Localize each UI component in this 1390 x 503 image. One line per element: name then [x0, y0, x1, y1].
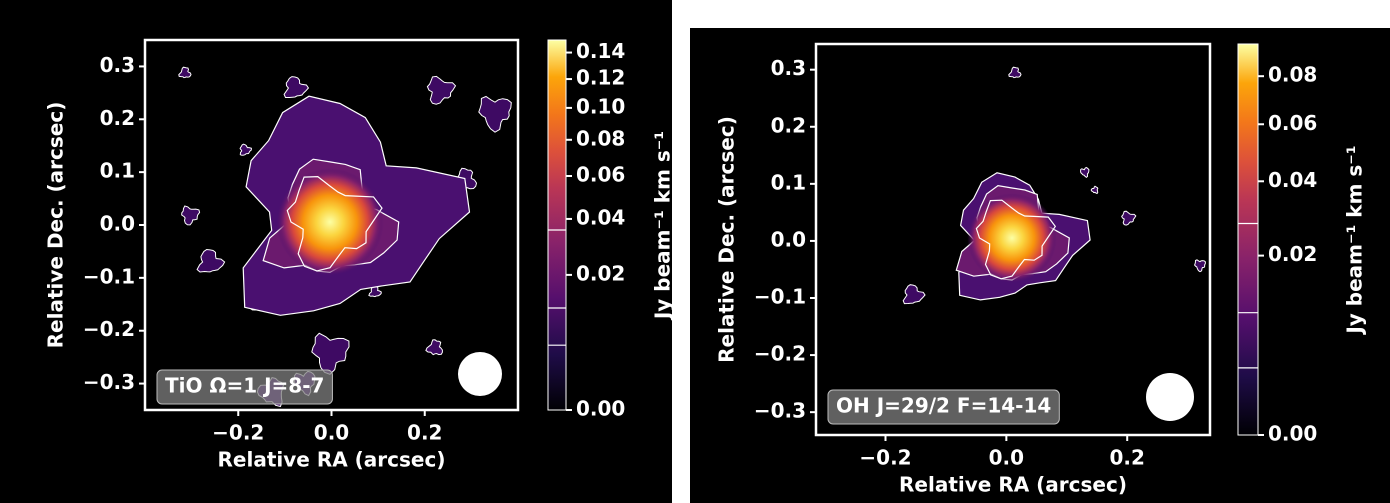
colorbar-label: Jy beam⁻¹ km s⁻¹	[1343, 145, 1367, 335]
colorbar-tick-label: 0.02	[1268, 242, 1317, 266]
y-tick-label: 0.2	[771, 113, 806, 137]
emission-blob	[1194, 259, 1206, 273]
colorbar-tick-label: 0.00	[1268, 422, 1317, 446]
y-tick-label: −0.2	[754, 342, 806, 366]
colorbar-tick-label: 0.12	[576, 66, 625, 90]
colorbar-label: Jy beam⁻¹ km s⁻¹	[651, 131, 675, 321]
emission-blob	[283, 76, 310, 98]
colorbar-tick-label: 0.08	[1268, 63, 1317, 87]
annotation-box	[156, 369, 333, 405]
annotation-box	[827, 389, 1060, 425]
emission-contour	[975, 199, 1057, 280]
emission-core	[276, 168, 384, 276]
x-tick-label: −0.2	[212, 421, 264, 445]
emission-blob	[426, 75, 457, 105]
emission-blob	[181, 205, 201, 226]
axes-frame	[814, 42, 1212, 437]
colorbar	[548, 40, 566, 410]
x-tick-label: −0.2	[859, 446, 911, 470]
emission-contour	[286, 175, 383, 272]
colorbar-tick-label: 0.06	[1268, 111, 1317, 135]
x-tick-label: 0.0	[314, 421, 349, 445]
emission-blob	[1008, 66, 1022, 79]
y-tick-label: 0.0	[771, 227, 806, 251]
colorbar-frame	[547, 39, 567, 411]
emission-blob	[1080, 166, 1090, 179]
y-tick-label: 0.0	[100, 212, 135, 236]
annotation: TiO Ω=1 J=8-7	[165, 374, 324, 398]
x-tick-label: 0.0	[989, 446, 1024, 470]
y-tick-label: 0.3	[771, 56, 806, 80]
x-axis-label: Relative RA (arcsec)	[218, 448, 446, 472]
colorbar	[1238, 44, 1258, 435]
emission-blob	[368, 285, 382, 298]
colorbar-tick-label: 0.00	[576, 397, 625, 421]
colorbar-tick-label: 0.04	[1268, 168, 1317, 192]
y-tick-label: −0.3	[83, 370, 135, 394]
emission-blob	[1121, 210, 1137, 226]
colorbar-tick-label: 0.10	[576, 94, 625, 118]
annotation: OH J=29/2 F=14-14	[836, 394, 1051, 418]
emission-blob	[425, 339, 443, 356]
emission-blob	[311, 332, 350, 375]
y-axis-label: Relative Dec. (arcsec)	[715, 116, 739, 363]
y-tick-label: 0.1	[771, 170, 806, 194]
x-tick-label: 0.2	[407, 421, 442, 445]
colorbar-tick-label: 0.06	[576, 162, 625, 186]
beam	[1146, 373, 1194, 421]
y-tick-label: −0.2	[83, 317, 135, 341]
colorbar-tick-label: 0.14	[576, 39, 625, 63]
beam	[458, 352, 502, 396]
emission-blob	[196, 248, 226, 273]
y-tick-label: −0.3	[754, 399, 806, 423]
emission-blob	[478, 95, 512, 133]
emission-blob	[1090, 185, 1099, 195]
x-tick-label: 0.2	[1109, 446, 1144, 470]
colorbar-tick-label: 0.08	[576, 126, 625, 150]
colorbar-frame	[1237, 43, 1259, 436]
x-axis-label: Relative RA (arcsec)	[899, 473, 1127, 497]
y-axis-label: Relative Dec. (arcsec)	[44, 102, 68, 349]
emission-blob	[239, 143, 252, 156]
y-tick-label: 0.1	[100, 159, 135, 183]
colorbar-tick-label: 0.04	[576, 205, 625, 229]
colorbar-tick-label: 0.02	[576, 261, 625, 285]
y-tick-label: 0.2	[100, 106, 135, 130]
y-tick-label: −0.1	[754, 285, 806, 309]
y-tick-label: −0.1	[83, 264, 135, 288]
emission-blob	[178, 66, 192, 79]
y-tick-label: 0.3	[100, 53, 135, 77]
emission-blob	[902, 284, 926, 305]
